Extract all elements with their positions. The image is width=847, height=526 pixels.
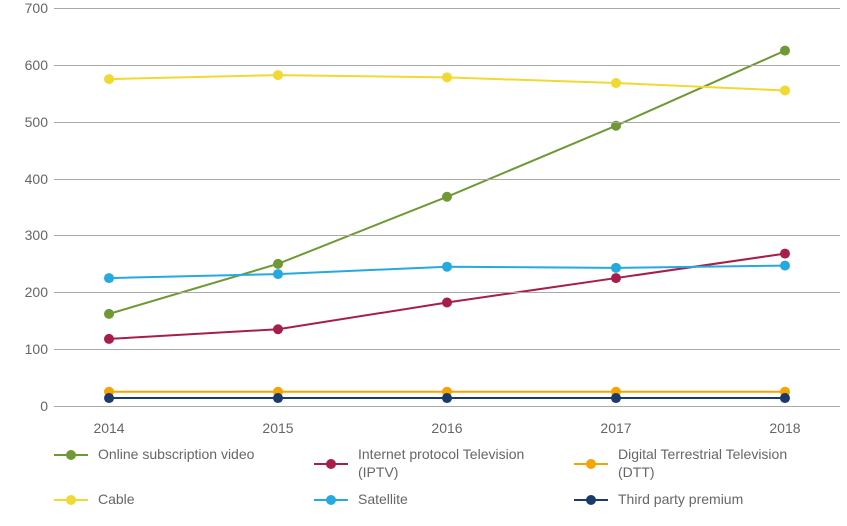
series-marker-cable (104, 74, 114, 84)
x-tick-label: 2014 (93, 420, 124, 436)
y-tick-label: 100 (10, 341, 48, 357)
x-tick-label: 2015 (262, 420, 293, 436)
legend-marker (314, 493, 348, 507)
series-marker-iptv (442, 298, 452, 308)
gridline (54, 179, 840, 180)
series-marker-iptv (273, 324, 283, 334)
legend-item-cable: Cable (54, 491, 314, 509)
line-chart: 0 100 200 300 400 500 600 700 2014 2015 2016 2017 20… (0, 0, 847, 526)
legend-label: Cable (98, 491, 135, 509)
y-tick-label: 200 (10, 284, 48, 300)
series-marker-online_subscription_video (104, 309, 114, 319)
legend-marker (574, 457, 608, 471)
series-marker-satellite (104, 273, 114, 283)
series-marker-cable (442, 72, 452, 82)
gridline (54, 406, 840, 407)
legend-item-satellite: Satellite (314, 491, 574, 509)
y-tick-label: 500 (10, 114, 48, 130)
gridline (54, 292, 840, 293)
y-tick-label: 400 (10, 171, 48, 187)
series-lines (54, 8, 840, 406)
legend-label: Satellite (358, 491, 408, 509)
y-tick-label: 600 (10, 57, 48, 73)
gridline (54, 349, 840, 350)
series-marker-satellite (442, 262, 452, 272)
y-tick-label: 300 (10, 227, 48, 243)
legend-item-iptv: Internet protocol Television (IPTV) (314, 446, 574, 481)
series-marker-iptv (104, 334, 114, 344)
legend-marker (314, 457, 348, 471)
legend-item-third_party_premium: Third party premium (574, 491, 834, 509)
series-marker-cable (273, 70, 283, 80)
plot-area: 0100200300400500600700201420152016201720… (54, 8, 840, 406)
legend-label: Internet protocol Television (IPTV) (358, 446, 528, 481)
legend-label: Online subscription video (98, 446, 254, 464)
x-tick-label: 2018 (769, 420, 800, 436)
series-marker-online_subscription_video (442, 192, 452, 202)
series-line-online_subscription_video (109, 51, 785, 314)
gridline (54, 65, 840, 66)
gridline (54, 235, 840, 236)
series-marker-satellite (611, 263, 621, 273)
legend-marker (54, 493, 88, 507)
series-marker-cable (780, 85, 790, 95)
series-marker-online_subscription_video (780, 46, 790, 56)
y-tick-label: 0 (10, 398, 48, 414)
series-marker-third_party_premium (273, 393, 283, 403)
legend-item-dtt: Digital Terrestrial Television (DTT) (574, 446, 834, 481)
legend-label: Digital Terrestrial Television (DTT) (618, 446, 788, 481)
gridline (54, 8, 840, 9)
series-marker-third_party_premium (611, 393, 621, 403)
series-marker-third_party_premium (442, 393, 452, 403)
series-marker-iptv (611, 273, 621, 283)
x-tick-label: 2016 (431, 420, 462, 436)
y-tick-label: 700 (10, 0, 48, 16)
gridline (54, 122, 840, 123)
legend-label: Third party premium (618, 491, 743, 509)
series-marker-cable (611, 78, 621, 88)
legend: Online subscription video Internet protoc… (54, 446, 840, 519)
legend-marker (574, 493, 608, 507)
series-marker-third_party_premium (780, 393, 790, 403)
series-marker-third_party_premium (104, 393, 114, 403)
series-marker-satellite (273, 269, 283, 279)
legend-item-online_subscription_video: Online subscription video (54, 446, 314, 464)
series-marker-satellite (780, 261, 790, 271)
x-tick-label: 2017 (600, 420, 631, 436)
legend-marker (54, 448, 88, 462)
series-marker-iptv (780, 249, 790, 259)
series-marker-online_subscription_video (273, 259, 283, 269)
